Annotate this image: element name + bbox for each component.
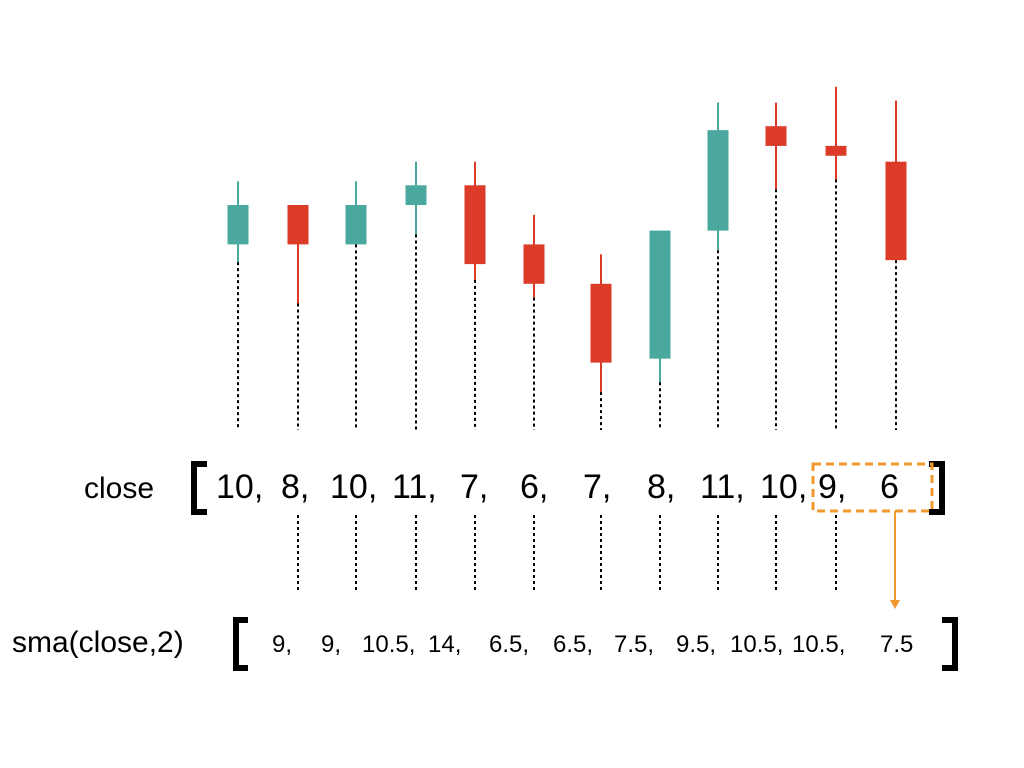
sma-array: 9, 9, 10.5, 14, 6.5, 6.5, 7.5, 9.5, 10.5, 10.5, 7.… (272, 631, 913, 658)
close-value: 8, (647, 468, 675, 506)
sma-value: 9, (272, 631, 292, 658)
sma-value: 14, (428, 631, 461, 658)
close-value: 11, (392, 468, 437, 506)
sma-label: sma(close,2) (12, 626, 184, 659)
sma-value: 6.5, (489, 631, 529, 658)
guide-lines (237, 179, 897, 590)
sma-value: 6.5, (553, 631, 593, 658)
close-open-bracket (191, 461, 207, 515)
candle-body-down (765, 126, 787, 146)
sma-value: 10.5, (730, 631, 783, 658)
sma-value: 9, (321, 631, 341, 658)
close-value: 7, (583, 468, 611, 506)
highlight-box (811, 462, 934, 513)
candle-body-down (590, 283, 612, 363)
sma-value: 9.5, (676, 631, 716, 658)
candle-body-down (885, 161, 907, 261)
candle-body-up (227, 205, 249, 245)
candle-body-up (649, 230, 671, 359)
sma-value: 7.5, (614, 631, 654, 658)
candle-body-down (523, 244, 545, 284)
candle-body-down (287, 205, 309, 245)
close-value: 10, (216, 468, 263, 506)
close-close-bracket (929, 461, 945, 515)
sma-value: 10.5, (792, 631, 845, 658)
candle-body-up (345, 205, 367, 245)
close-value: 9, (818, 468, 846, 506)
close-value: 6, (520, 468, 548, 506)
close-value: 10, (760, 468, 807, 506)
candle-body-down (825, 145, 847, 156)
candle-body-up (707, 130, 729, 231)
sma-value: 10.5, (362, 631, 415, 658)
close-value: 6 (880, 468, 899, 506)
close-value: 10, (330, 468, 377, 506)
close-array: 10, 8, 10, 11, 7, 6, 7, 8, 11, 10, 9, 6 (216, 468, 899, 506)
highlight-arrow (890, 511, 900, 609)
close-value: 8, (281, 468, 309, 506)
close-label: close (84, 472, 154, 505)
candle-body-down (464, 185, 486, 265)
candlestick-series (227, 86, 907, 393)
sma-close-bracket (942, 617, 958, 671)
sma-open-bracket (233, 617, 248, 671)
close-value: 7, (460, 468, 488, 506)
candle-body-up (405, 185, 427, 205)
close-value: 11, (700, 468, 745, 506)
sma-value: 7.5 (880, 631, 913, 658)
